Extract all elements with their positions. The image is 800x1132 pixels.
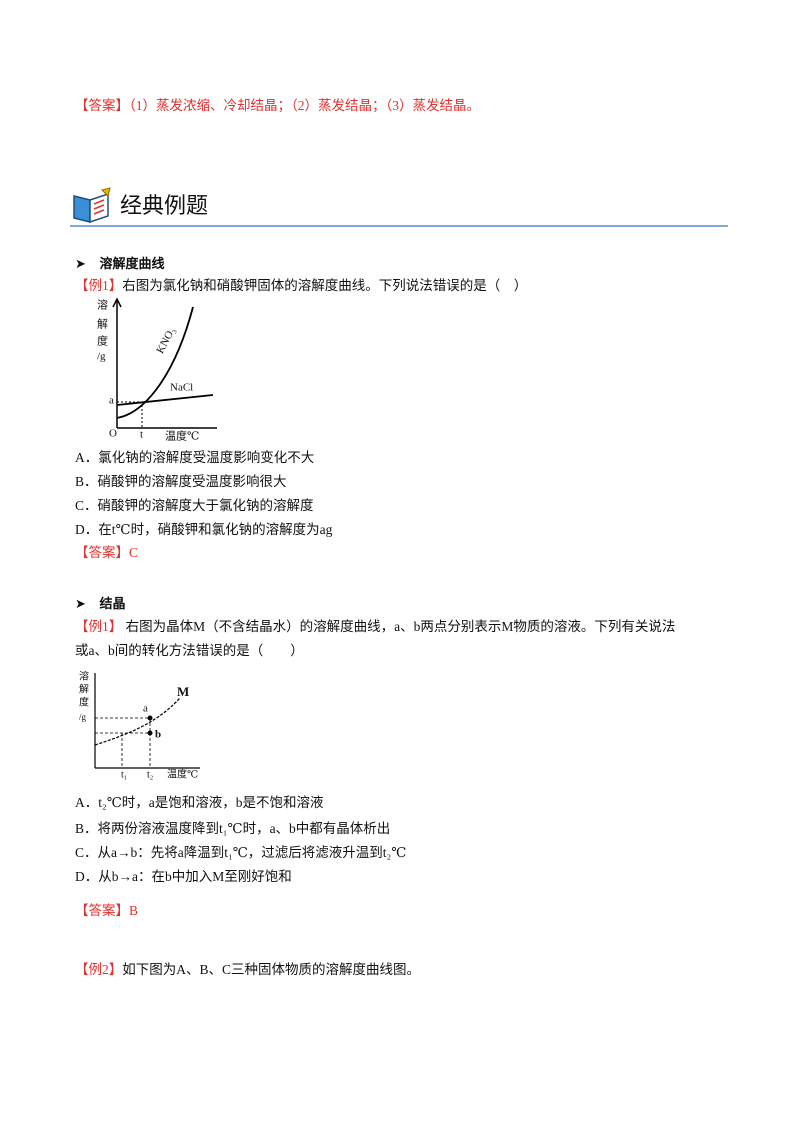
- option: A．氯化钠的溶解度受温度影响变化不大: [75, 450, 315, 465]
- answer-text: （1）蒸发浓缩、冷却结晶；（2）蒸发结晶；（3）蒸发结晶。: [129, 98, 480, 113]
- y-label: /g: [97, 351, 106, 363]
- y-label: 溶: [97, 298, 108, 312]
- question: 【例1】右图为氯化钠和硝酸钾固体的溶解度曲线。下列说法错误的是（ ）: [75, 274, 527, 294]
- x-tick-label: t₁: [121, 769, 127, 780]
- option: D．从b→a：在b中加入M至刚好饱和: [75, 869, 292, 884]
- section-rule: [70, 225, 728, 227]
- option: D．在t℃时，硝酸钾和氯化钠的溶解度为ag: [75, 522, 333, 537]
- answer-label: 【答案】: [75, 903, 129, 918]
- answer-label: 【答案】: [75, 545, 129, 560]
- x-tick-label: t₂: [147, 769, 153, 780]
- y-label: /g: [79, 712, 87, 722]
- y-label: 度: [97, 334, 108, 348]
- y-label: 溶: [79, 669, 89, 682]
- topic-heading: ➤ 溶解度曲线: [75, 257, 165, 272]
- section-title: 经典例题: [120, 194, 209, 219]
- curve-label: KNO₃: [154, 325, 178, 355]
- y-label: 度: [79, 695, 89, 708]
- example-tag: 【例1】: [75, 619, 123, 634]
- question-text: 右图为晶体M（不含结晶水）的溶解度曲线，a、b两点分别表示M物质的溶液。下列有关…: [125, 619, 676, 634]
- curve-label: M: [177, 684, 189, 699]
- option: A．t₂℃时，a是饱和溶液，b是不饱和溶液: [75, 795, 324, 810]
- y-label: 解: [97, 317, 108, 331]
- answer-line: 【答案】（1）蒸发浓缩、冷却结晶；（2）蒸发结晶；（3）蒸发结晶。: [75, 94, 480, 114]
- question-text: 如下图为A、B、C三种固体物质的溶解度曲线图。: [122, 962, 421, 977]
- x-label: 温度℃: [167, 767, 198, 780]
- question-text: 右图为氯化钠和硝酸钾固体的溶解度曲线。下列说法错误的是（ ）: [122, 278, 528, 293]
- x-label: 温度℃: [165, 429, 199, 443]
- example-tag: 【例2】: [75, 962, 123, 977]
- topic-heading-text: 结晶: [99, 597, 126, 612]
- topic-heading-text: 溶解度曲线: [99, 257, 165, 272]
- answer-line: 【答案】C: [75, 541, 138, 561]
- figure: 溶 解 度 /g M a b t₁ t₂ 温度℃: [79, 669, 200, 780]
- option: C．硝酸钾的溶解度大于氯化钠的溶解度: [75, 498, 314, 513]
- question-cont: 或a、b间的转化方法错误的是（ ）: [75, 643, 304, 658]
- y-label: 解: [79, 682, 89, 695]
- origin-label: O: [109, 428, 117, 440]
- option: B．将两份溶液温度降到t₁℃时，a、b中都有晶体析出: [75, 821, 391, 836]
- curve-label: NaCl: [170, 382, 193, 394]
- option: C．从a→b：先将a降温到t₁℃，过滤后将滤液升温到t₂℃: [75, 845, 407, 860]
- topic-heading: ➤ 结晶: [75, 597, 126, 612]
- answer-text: B: [129, 903, 139, 918]
- question: 【例1】 右图为晶体M（不含结晶水）的溶解度曲线，a、b两点分别表示M物质的溶液…: [75, 615, 675, 635]
- point-label: a: [109, 395, 114, 407]
- point-label: a: [143, 703, 148, 715]
- x-tick-label: t: [140, 429, 143, 441]
- answer-line: 【答案】B: [75, 899, 138, 919]
- answer-text: C: [129, 545, 139, 560]
- option: B．硝酸钾的溶解度受温度影响很大: [75, 474, 287, 489]
- figure: 溶 解 度 /g KNO₃ NaCl a O t 温度℃: [97, 297, 217, 443]
- answer-label: 【答案】: [75, 98, 129, 113]
- point-label: b: [155, 729, 161, 741]
- section-icon: [73, 187, 111, 224]
- question: 【例2】如下图为A、B、C三种固体物质的溶解度曲线图。: [75, 958, 420, 978]
- example-tag: 【例1】: [75, 278, 123, 293]
